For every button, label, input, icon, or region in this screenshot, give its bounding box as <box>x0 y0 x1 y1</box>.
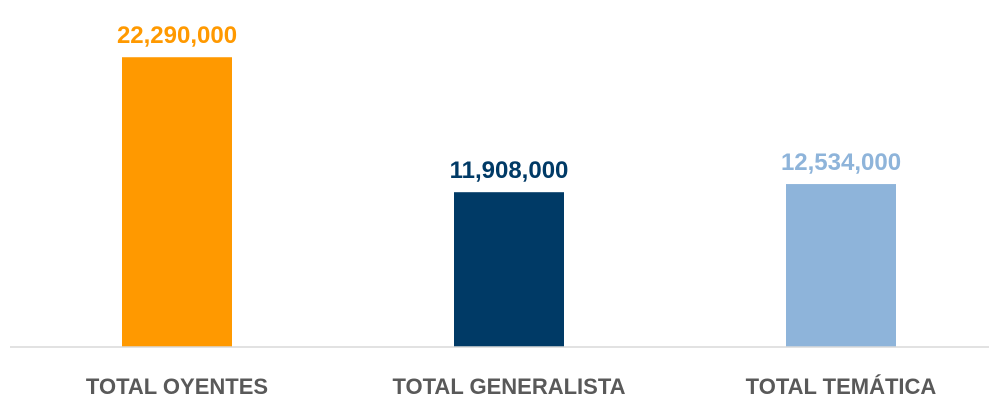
bar-3 <box>786 184 896 347</box>
category-label-1: TOTAL OYENTES <box>86 374 268 399</box>
category-label-2: TOTAL GENERALISTA <box>392 374 625 399</box>
data-label-2: 11,908,000 <box>450 157 569 184</box>
bar-1 <box>122 57 232 347</box>
data-label-3: 12,534,000 <box>781 149 901 176</box>
data-labels-layer: 22,290,000 11,908,000 12,534,000 <box>117 22 901 184</box>
category-labels-layer: TOTAL OYENTES TOTAL GENERALISTA TOTAL TEMÁ… <box>86 374 937 399</box>
bars-layer <box>122 57 896 347</box>
bar-2 <box>454 192 564 347</box>
category-label-3: TOTAL TEMÁTICA <box>746 374 937 399</box>
data-label-1: 22,290,000 <box>117 22 237 49</box>
